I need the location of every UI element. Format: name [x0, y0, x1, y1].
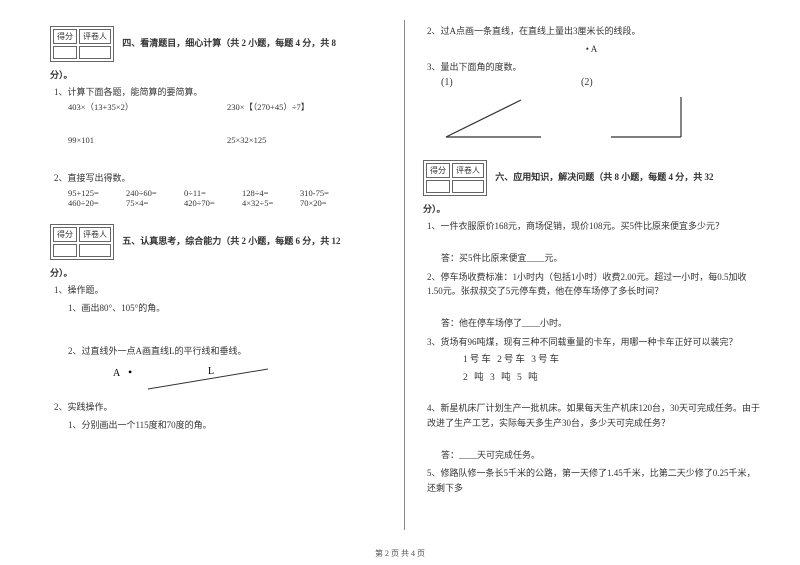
expr-4: 25×32×125	[227, 135, 386, 145]
score-cell	[53, 46, 77, 59]
section-5-title-cont: 分）。	[50, 266, 386, 279]
c2a: 460÷20=	[68, 198, 120, 208]
a6-4: 答：____天可完成任务。	[441, 448, 760, 462]
c2b: 75×4=	[126, 198, 178, 208]
q4-1: 1、计算下面各题，能简算的要简算。	[54, 85, 386, 99]
angles: (1) (2)	[441, 77, 760, 142]
q6-5: 5、修路队修一条长5千米的公路，第一天修了1.45千米，比第二天少修了0.25千…	[427, 466, 760, 495]
angle-2-label: (2)	[581, 77, 691, 88]
c1d: 128÷4=	[242, 188, 294, 198]
score-cell-5	[53, 244, 77, 257]
left-column: 得分评卷人 四、看清题目，细心计算（共 2 小题，每题 4 分，共 8 分）。 …	[50, 20, 405, 530]
angle-1-label: (1)	[441, 77, 551, 88]
expr-2: 230×【（270+45）÷7】	[227, 101, 386, 113]
q5-2-1: 1、分别画出一个115度和70度的角。	[68, 418, 386, 432]
section-6-title-cont: 分）。	[423, 202, 760, 215]
section-5-title: 五、认真思考，综合能力（共 2 小题，每题 6 分，共 12	[122, 236, 340, 246]
expr-row-1: 403×（13+35×2） 230×【（270+45）÷7】	[68, 101, 386, 113]
grader-cell-5	[79, 244, 111, 257]
trucks-row-2: 2 吨 3 吨 5 吨	[463, 369, 760, 387]
r-q2: 2、过A点画一条直线，在直线上量出3厘米长的线段。	[427, 24, 760, 38]
dot-A: •	[128, 365, 132, 379]
score-cell-6	[426, 180, 450, 193]
q4-2: 2、直接写出得数。	[54, 171, 386, 185]
section-4-title: 四、看清题目，细心计算（共 2 小题，每题 4 分，共 8	[122, 38, 336, 48]
label-L: L	[208, 366, 214, 377]
q6-2: 2、停车场收费标准：1小时内（包括1小时）收费2.00元。超过一小时，每0.5加…	[427, 270, 760, 299]
q5-2: 2、实践操作。	[54, 400, 386, 414]
c1e: 310-75=	[300, 188, 352, 198]
expr-1: 403×（13+35×2）	[68, 101, 227, 113]
grader-label: 评卷人	[79, 29, 111, 44]
section-4-title-cont: 分）。	[50, 68, 386, 81]
score-box-4: 得分评卷人	[50, 26, 114, 62]
r-q3: 3、量出下面角的度数。	[427, 60, 760, 74]
angle-2-wrap: (2)	[581, 77, 691, 142]
score-label: 得分	[53, 29, 77, 44]
right-column: 2、过A点画一条直线，在直线上量出3厘米长的线段。 • A 3、量出下面角的度数…	[405, 20, 760, 530]
grader-label-6: 评卷人	[452, 163, 484, 178]
grader-cell-6	[452, 180, 484, 193]
grader-label-5: 评卷人	[79, 227, 111, 242]
expr-row-2: 99×101 25×32×125	[68, 135, 386, 145]
grader-cell	[79, 46, 111, 59]
score-box-5: 得分评卷人	[50, 224, 114, 260]
section-6-title: 六、应用知识，解决问题（共 8 小题，每题 4 分，共 32	[495, 172, 713, 182]
section-4-header: 得分评卷人 四、看清题目，细心计算（共 2 小题，每题 4 分，共 8	[50, 26, 386, 62]
section-6-header: 得分评卷人 六、应用知识，解决问题（共 8 小题，每题 4 分，共 32	[423, 160, 760, 196]
angle-1-wrap: (1)	[441, 77, 551, 142]
angle-1-svg	[441, 92, 551, 142]
q5-1-1: 1、画出80°、105°的角。	[68, 301, 386, 315]
page-footer: 第 2 页 共 4 页	[0, 548, 800, 559]
score-box-6: 得分评卷人	[423, 160, 487, 196]
c1c: 0÷11=	[184, 188, 236, 198]
q5-1: 1、操作题。	[54, 283, 386, 297]
q5-1-2: 2、过直线外一点A画直线L的平行线和垂线。	[68, 344, 386, 358]
score-label-6: 得分	[426, 163, 450, 178]
score-label-5: 得分	[53, 227, 77, 242]
c1a: 95+125=	[68, 188, 120, 198]
q6-1: 1、一件衣服原价168元，商场促销，现价108元。买5件比原来便宜多少元？	[427, 219, 760, 233]
q6-3: 3、货场有96吨煤，现有三种不同载重量的卡车，用哪一种卡车正好可以装完？	[427, 335, 760, 349]
expr-3: 99×101	[68, 135, 227, 145]
calc-row-2: 460÷20= 75×4= 420÷70= 4×32÷5= 70×20=	[68, 198, 386, 208]
c1b: 240÷60=	[126, 188, 178, 198]
section-5-header: 得分评卷人 五、认真思考，综合能力（共 2 小题，每题 6 分，共 12	[50, 224, 386, 260]
angle-2-svg	[581, 92, 691, 142]
c2d: 4×32÷5=	[242, 198, 294, 208]
label-A: A	[113, 368, 121, 379]
a6-1: 答：买5件比原来便宜____元。	[441, 251, 760, 265]
line-AL: A • L	[78, 364, 386, 394]
point-A: • A	[423, 44, 760, 54]
a6-2: 答：他在停车场停了____小时。	[441, 316, 760, 330]
trucks-row-1: 1号车 2号车 3号车	[463, 351, 760, 369]
calc-row-1: 95+125= 240÷60= 0÷11= 128÷4= 310-75=	[68, 188, 386, 198]
q6-4: 4、新星机床厂计划生产一批机床。如果每天生产机床120台，30天可完成任务。由于…	[427, 401, 760, 430]
c2c: 420÷70=	[184, 198, 236, 208]
c2e: 70×20=	[300, 198, 352, 208]
